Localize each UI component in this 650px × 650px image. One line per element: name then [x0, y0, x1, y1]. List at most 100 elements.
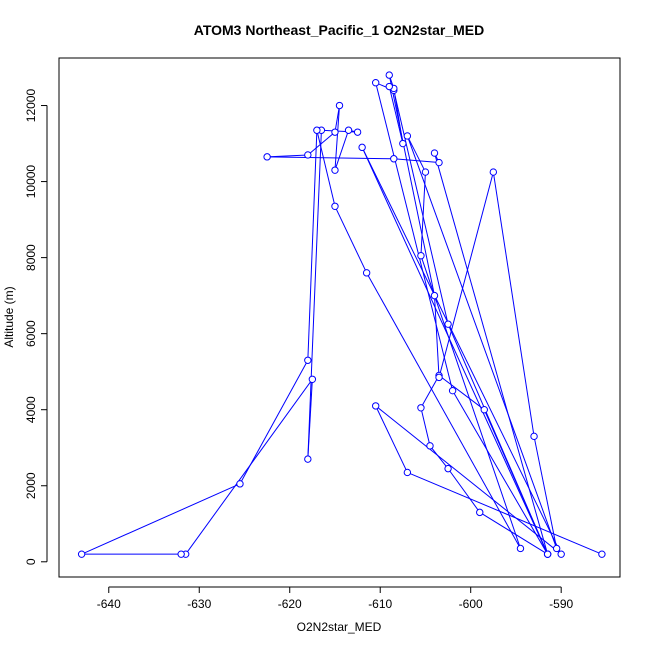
series-line-segment [366, 272, 521, 549]
y-tick-label: 0 [24, 558, 38, 565]
series-line-segment [420, 255, 521, 549]
series-line-segment [334, 206, 368, 274]
x-tick-label: -640 [97, 597, 121, 611]
series-line-segment [434, 295, 440, 378]
data-point [331, 128, 339, 136]
y-tick-label: 4000 [24, 396, 38, 423]
data-point [426, 442, 434, 450]
series-line-segment [375, 405, 408, 473]
data-point [417, 404, 425, 412]
series-line-segment [316, 130, 336, 207]
series-layer [77, 71, 606, 558]
series-line-segment [239, 360, 309, 485]
series-line-segment [375, 405, 562, 555]
data-point [435, 158, 443, 167]
series-line-segment [420, 407, 431, 446]
x-tick-label: -620 [278, 597, 302, 611]
data-point [304, 455, 312, 463]
data-point [417, 252, 425, 260]
y-tick-label: 8000 [24, 244, 38, 271]
y-tick-label: 10000 [24, 165, 38, 199]
series-line-segment [479, 511, 548, 555]
data-point [421, 168, 430, 176]
data-point [385, 71, 393, 79]
series-line-segment [267, 154, 308, 158]
x-tick-label: -610 [368, 597, 392, 611]
series-line-segment [388, 86, 404, 144]
data-point [335, 101, 344, 110]
data-point [177, 550, 185, 558]
data-point [448, 386, 457, 395]
data-point [430, 291, 439, 300]
data-point [313, 126, 321, 134]
data-point [371, 402, 380, 410]
series-line-segment [420, 172, 426, 256]
series-line-segment [393, 88, 404, 144]
data-point [77, 550, 86, 558]
series-line-segment [420, 375, 440, 409]
data-point [489, 168, 498, 176]
series-line-segment [492, 171, 535, 437]
x-axis-label: O2N2star_MED [297, 620, 382, 634]
data-point [557, 550, 565, 558]
series-line-segment [438, 171, 494, 378]
data-point [543, 550, 552, 558]
data-point [444, 464, 452, 473]
data-point [385, 82, 393, 91]
series-line-segment [307, 379, 313, 460]
data-point [308, 375, 317, 383]
data-point [552, 544, 561, 553]
series-line-segment [407, 471, 603, 555]
data-point [344, 126, 353, 134]
series-line-segment [388, 75, 435, 296]
data-point [371, 79, 380, 87]
data-point [530, 432, 538, 441]
y-tick-label: 6000 [24, 320, 38, 347]
y-tick-label: 2000 [24, 472, 38, 499]
data-point [480, 406, 488, 414]
data-point [331, 202, 339, 210]
data-point [390, 155, 398, 163]
x-tick-label: -630 [187, 597, 211, 611]
series-line-segment [393, 90, 449, 325]
data-point [304, 356, 312, 364]
series-line-segment [533, 436, 558, 549]
data-point [444, 320, 452, 328]
data-point [399, 139, 407, 148]
x-tick-label: -590 [549, 597, 573, 611]
data-point [263, 153, 271, 161]
y-tick-label: 12000 [24, 89, 38, 123]
series-line-segment [81, 483, 241, 555]
data-point [362, 269, 371, 277]
series-line-segment [375, 82, 454, 391]
y-axis: 0 2000 4000 6000 8000 10000 12000 [24, 89, 48, 565]
chart-title: ATOM3 Northeast_Pacific_1 O2N2star_MED [194, 22, 484, 38]
series-line-segment [307, 130, 322, 460]
series-line-segment [267, 156, 394, 160]
series-line-segment [307, 130, 318, 361]
data-point [358, 143, 366, 152]
plot-frame [58, 57, 621, 578]
series-line-segment [406, 135, 426, 173]
data-point [304, 151, 312, 159]
data-point [403, 132, 412, 140]
series-line-segment [452, 390, 549, 555]
x-axis: -640 -630 -620 -610 -600 -590 [97, 586, 574, 611]
x-tick-label: -600 [459, 597, 483, 611]
series-line-segment [438, 375, 485, 411]
series-line-segment [334, 130, 350, 171]
series-line-segment [429, 445, 449, 469]
data-point [403, 468, 412, 477]
series-line-segment [447, 468, 481, 513]
series-line-segment [434, 152, 549, 555]
series-line-segment [361, 147, 562, 555]
data-point [516, 544, 525, 553]
series-line-segment [334, 105, 340, 171]
series-line-segment [361, 147, 549, 555]
data-point [331, 166, 339, 174]
data-point [430, 149, 439, 157]
series-line-segment [307, 131, 336, 156]
y-axis-label: Altitude (m) [2, 286, 16, 347]
data-point [236, 480, 244, 488]
